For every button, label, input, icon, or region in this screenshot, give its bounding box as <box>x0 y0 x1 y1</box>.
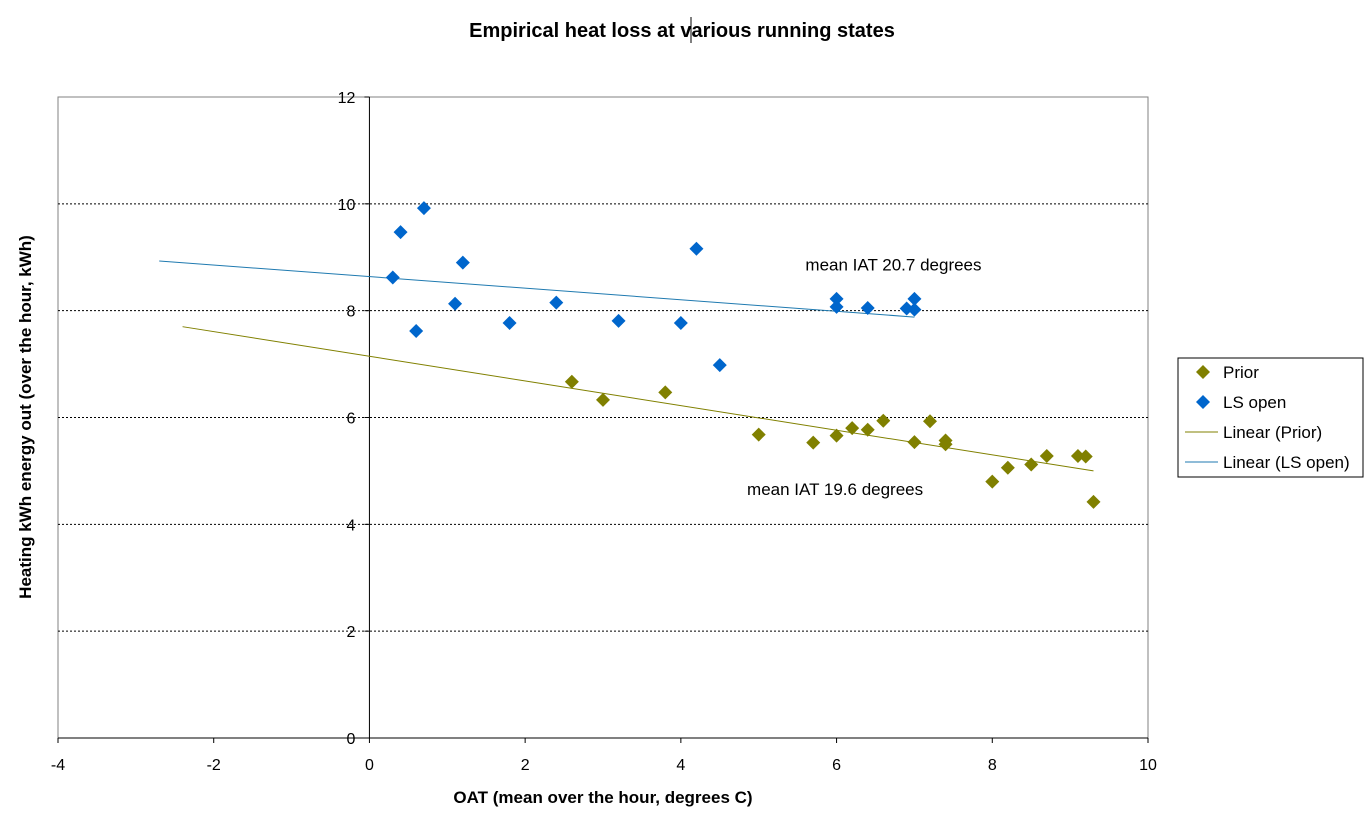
x-axis-title: OAT (mean over the hour, degrees C) <box>453 788 752 807</box>
point-ls-open <box>712 358 727 373</box>
point-ls-open <box>502 315 517 330</box>
point-prior <box>1024 457 1039 472</box>
point-ls-open <box>549 295 564 310</box>
point-ls-open <box>860 300 875 315</box>
point-ls-open <box>907 291 922 306</box>
x-tick-label: 10 <box>1139 757 1157 774</box>
point-ls-open <box>455 255 470 270</box>
point-prior <box>923 414 937 429</box>
point-prior <box>876 413 891 428</box>
point-ls-open <box>611 313 626 328</box>
point-prior <box>1000 460 1015 475</box>
x-tick-label: 2 <box>521 757 530 774</box>
point-prior <box>1078 449 1093 464</box>
point-ls-open <box>829 291 844 306</box>
legend-prior-label: Prior <box>1223 363 1259 382</box>
trendline-ls-open <box>159 260 915 318</box>
point-ls-open <box>416 201 431 216</box>
legend-box <box>1177 357 1364 478</box>
x-tick-label: 8 <box>988 757 997 774</box>
point-ls-open <box>393 225 408 240</box>
x-tick-label: 6 <box>832 757 841 774</box>
y-axis-title: Heating kWh energy out (over the hour, k… <box>16 235 35 599</box>
trendline-prior <box>182 326 1094 472</box>
legend-ls-open-marker <box>1196 395 1210 409</box>
y-tick-label: 10 <box>338 197 356 214</box>
legend-ls-open-label: LS open <box>1223 393 1286 412</box>
point-prior <box>845 421 860 436</box>
annotation-2: mean IAT 19.6 degrees <box>747 480 923 499</box>
point-prior <box>985 474 1000 489</box>
point-prior <box>806 435 821 450</box>
point-prior <box>1039 448 1054 463</box>
point-ls-open <box>385 270 400 285</box>
axes <box>57 96 1149 743</box>
y-tick-label: 12 <box>338 90 356 107</box>
grid-lines <box>58 203 1148 632</box>
point-ls-open <box>829 299 844 314</box>
trendlines <box>159 260 1094 472</box>
point-prior <box>751 427 766 442</box>
y-tick-label: 0 <box>347 731 356 748</box>
point-prior <box>829 428 844 443</box>
point-prior <box>564 374 579 389</box>
x-tick-label: -2 <box>207 757 221 774</box>
point-ls-open <box>907 302 922 317</box>
point-prior <box>938 433 953 448</box>
point-prior <box>860 422 875 437</box>
y-tick-label: 6 <box>347 411 356 428</box>
y-tick-label: 2 <box>347 624 356 641</box>
legend-linear-ls-open-label: Linear (LS open) <box>1223 453 1350 472</box>
point-prior <box>658 385 673 400</box>
x-tick-label: -4 <box>51 757 65 774</box>
point-prior <box>907 435 922 450</box>
point-ls-open <box>448 296 463 311</box>
point-prior <box>1070 448 1085 463</box>
legend-prior-marker <box>1196 365 1210 379</box>
point-prior <box>596 392 610 407</box>
annotations: mean IAT 20.7 degrees mean IAT 19.6 degre… <box>747 256 981 499</box>
y-tick-label: 8 <box>347 304 356 321</box>
point-ls-open <box>673 315 688 330</box>
tick-labels: -4 -2 0 2 4 6 8 10 0 2 4 6 8 10 12 <box>51 90 1157 774</box>
data-points <box>385 201 1101 509</box>
point-ls-open <box>409 323 424 338</box>
legend: Prior LS open Linear (Prior) Linear (LS ope… <box>1177 357 1364 478</box>
chart-title: Empirical heat loss at various running s… <box>469 20 895 42</box>
y-tick-label: 4 <box>347 517 356 534</box>
legend-linear-prior-label: Linear (Prior) <box>1223 423 1322 442</box>
point-ls-open <box>689 241 704 256</box>
annotation-1: mean IAT 20.7 degrees <box>805 256 981 275</box>
x-tick-label: 4 <box>676 757 685 774</box>
point-prior <box>1086 494 1101 509</box>
x-tick-label: 0 <box>365 757 374 774</box>
